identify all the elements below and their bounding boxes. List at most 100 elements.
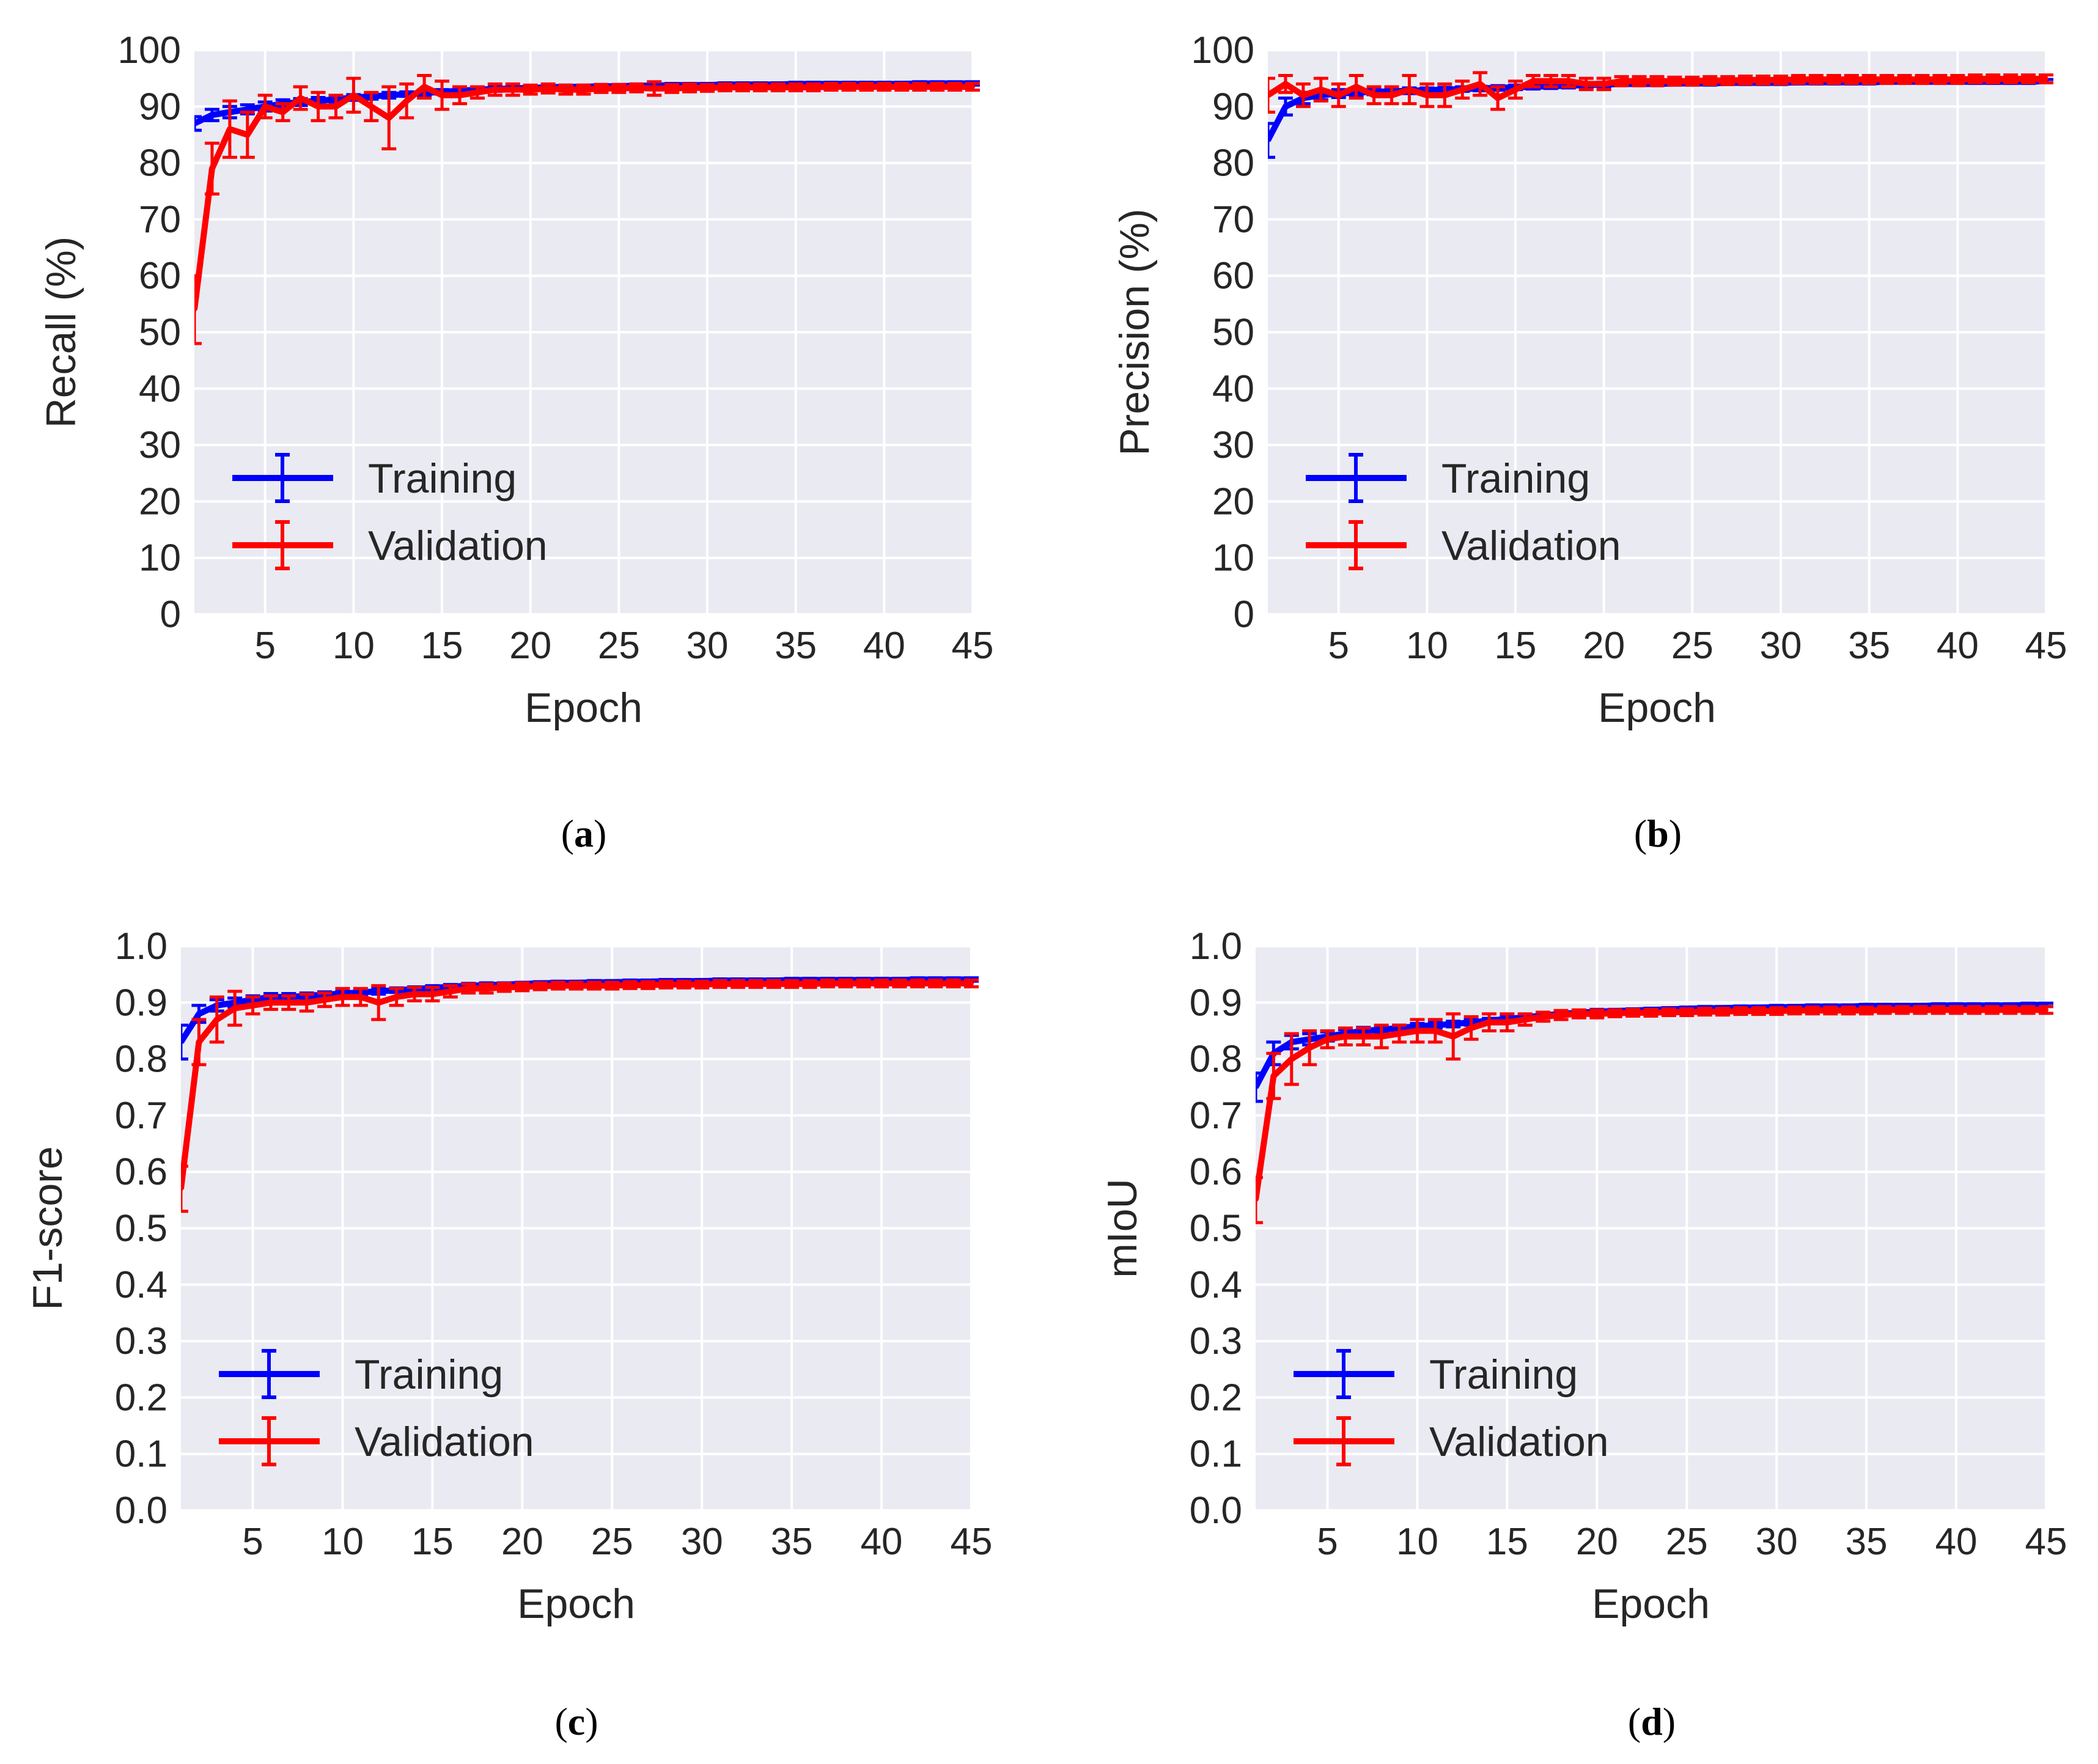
y-tick-label: 0.2 bbox=[115, 1376, 167, 1419]
validation-data-point bbox=[789, 981, 795, 987]
validation-series bbox=[1268, 71, 2053, 114]
validation-data-point bbox=[1495, 95, 1501, 101]
validation-data-point bbox=[1548, 78, 1553, 84]
y-tick-label: 100 bbox=[1191, 29, 1254, 72]
validation-data-point bbox=[951, 980, 956, 986]
validation-data-point bbox=[1666, 1009, 1671, 1015]
x-tick-label: 30 bbox=[1760, 625, 1802, 667]
x-tick-label: 35 bbox=[775, 625, 817, 667]
validation-data-point bbox=[1594, 1011, 1600, 1016]
chart-panel-a: 0 10 20 30 40 50 60 70 80 90 100 5 10 15 20 25 30 35 40 45 E… bbox=[38, 29, 993, 855]
x-tick-label: 25 bbox=[598, 625, 640, 667]
validation-data-point bbox=[828, 84, 834, 89]
validation-data-point bbox=[2025, 1007, 2031, 1013]
validation-data-point bbox=[1576, 1011, 1581, 1016]
validation-data-point bbox=[556, 983, 561, 988]
y-tick-label: 0.7 bbox=[1190, 1095, 1242, 1137]
y-tick-label: 100 bbox=[118, 29, 181, 72]
validation-series bbox=[181, 978, 979, 1213]
validation-data-point bbox=[652, 86, 657, 91]
y-tick-label: 40 bbox=[1212, 368, 1254, 410]
training-data-point bbox=[1283, 104, 1288, 109]
validation-data-point bbox=[262, 104, 268, 109]
y-tick-label: 60 bbox=[1212, 255, 1254, 297]
y-axis-label: Precision (%) bbox=[1111, 208, 1158, 455]
x-tick-label: 5 bbox=[1317, 1521, 1338, 1563]
validation-data-point bbox=[882, 84, 887, 89]
validation-data-point bbox=[717, 981, 723, 987]
validation-data-point bbox=[315, 104, 321, 109]
validation-data-point bbox=[214, 1016, 219, 1022]
validation-data-point bbox=[616, 86, 622, 91]
y-tick-label: 0.6 bbox=[1190, 1151, 1242, 1193]
legend-label: Training bbox=[1441, 455, 1590, 502]
x-tick-label: 25 bbox=[591, 1521, 633, 1563]
validation-data-point bbox=[1336, 92, 1341, 98]
y-tick-label: 0 bbox=[160, 594, 181, 636]
validation-data-point bbox=[1648, 1010, 1654, 1015]
y-tick-label: 0.9 bbox=[1190, 982, 1242, 1024]
x-tick-label: 35 bbox=[1848, 625, 1890, 667]
validation-data-point bbox=[196, 1039, 202, 1045]
validation-data-point bbox=[1558, 1012, 1564, 1018]
validation-data-point bbox=[1630, 1010, 1636, 1015]
validation-data-point bbox=[1813, 76, 1819, 82]
x-tick-label: 20 bbox=[1583, 625, 1625, 667]
validation-data-point bbox=[1899, 1007, 1905, 1013]
validation-data-point bbox=[669, 86, 675, 91]
caption-paren-close: ) bbox=[1663, 1700, 1676, 1743]
validation-data-point bbox=[663, 982, 669, 987]
validation-data-point bbox=[1256, 1197, 1258, 1203]
validation-data-point bbox=[422, 84, 427, 89]
validation-data-point bbox=[1849, 76, 1854, 82]
validation-data-point bbox=[1654, 78, 1660, 84]
y-tick-label: 60 bbox=[139, 255, 181, 297]
validation-data-point bbox=[369, 104, 374, 109]
validation-data-point bbox=[404, 98, 410, 104]
validation-data-point bbox=[573, 983, 579, 988]
validation-data-point bbox=[1353, 84, 1359, 89]
validation-data-point bbox=[501, 985, 507, 990]
validation-data-point bbox=[333, 104, 339, 109]
validation-data-point bbox=[394, 994, 399, 1000]
validation-data-point bbox=[681, 982, 686, 987]
validation-data-point bbox=[1636, 78, 1642, 84]
validation-data-point bbox=[1935, 1007, 1941, 1013]
x-tick-label: 5 bbox=[254, 625, 275, 667]
validation-data-point bbox=[520, 984, 525, 990]
validation-data-point bbox=[1342, 1034, 1348, 1039]
validation-data-point bbox=[1743, 77, 1748, 83]
y-tick-label: 10 bbox=[139, 537, 181, 579]
y-tick-label: 0.5 bbox=[1190, 1208, 1242, 1250]
validation-data-point bbox=[2044, 76, 2048, 82]
legend-entry-training: Training bbox=[219, 1349, 503, 1399]
validation-data-point bbox=[811, 84, 816, 90]
validation-data-point bbox=[1955, 76, 1960, 82]
y-tick-label: 0.5 bbox=[115, 1208, 167, 1250]
y-tick-label: 0.7 bbox=[115, 1095, 167, 1137]
x-axis-label: Epoch bbox=[517, 1581, 635, 1627]
validation-data-point bbox=[1725, 78, 1731, 83]
validation-data-point bbox=[825, 980, 830, 986]
x-tick-label: 10 bbox=[1396, 1521, 1438, 1563]
validation-data-point bbox=[386, 115, 392, 120]
caption-paren-close: ) bbox=[585, 1700, 598, 1743]
validation-data-point bbox=[1738, 1009, 1743, 1014]
validation-data-point bbox=[181, 1186, 183, 1191]
validation-data-point bbox=[250, 1002, 256, 1008]
validation-data-point bbox=[1973, 76, 1978, 82]
x-tick-label: 35 bbox=[1846, 1521, 1888, 1563]
y-tick-label: 90 bbox=[139, 86, 181, 128]
caption-paren-open: ( bbox=[554, 1700, 567, 1743]
validation-data-point bbox=[286, 1000, 292, 1005]
training-data-point bbox=[196, 1011, 202, 1016]
x-tick-label: 5 bbox=[1328, 625, 1349, 667]
validation-data-point bbox=[807, 981, 812, 987]
validation-data-point bbox=[935, 84, 940, 89]
validation-data-point bbox=[1707, 78, 1713, 83]
validation-data-point bbox=[209, 166, 215, 171]
training-data-point bbox=[1268, 138, 1270, 143]
y-tick-label: 0.8 bbox=[115, 1038, 167, 1081]
x-tick-label: 40 bbox=[863, 625, 905, 667]
legend-entry-training: Training bbox=[1294, 1349, 1578, 1399]
